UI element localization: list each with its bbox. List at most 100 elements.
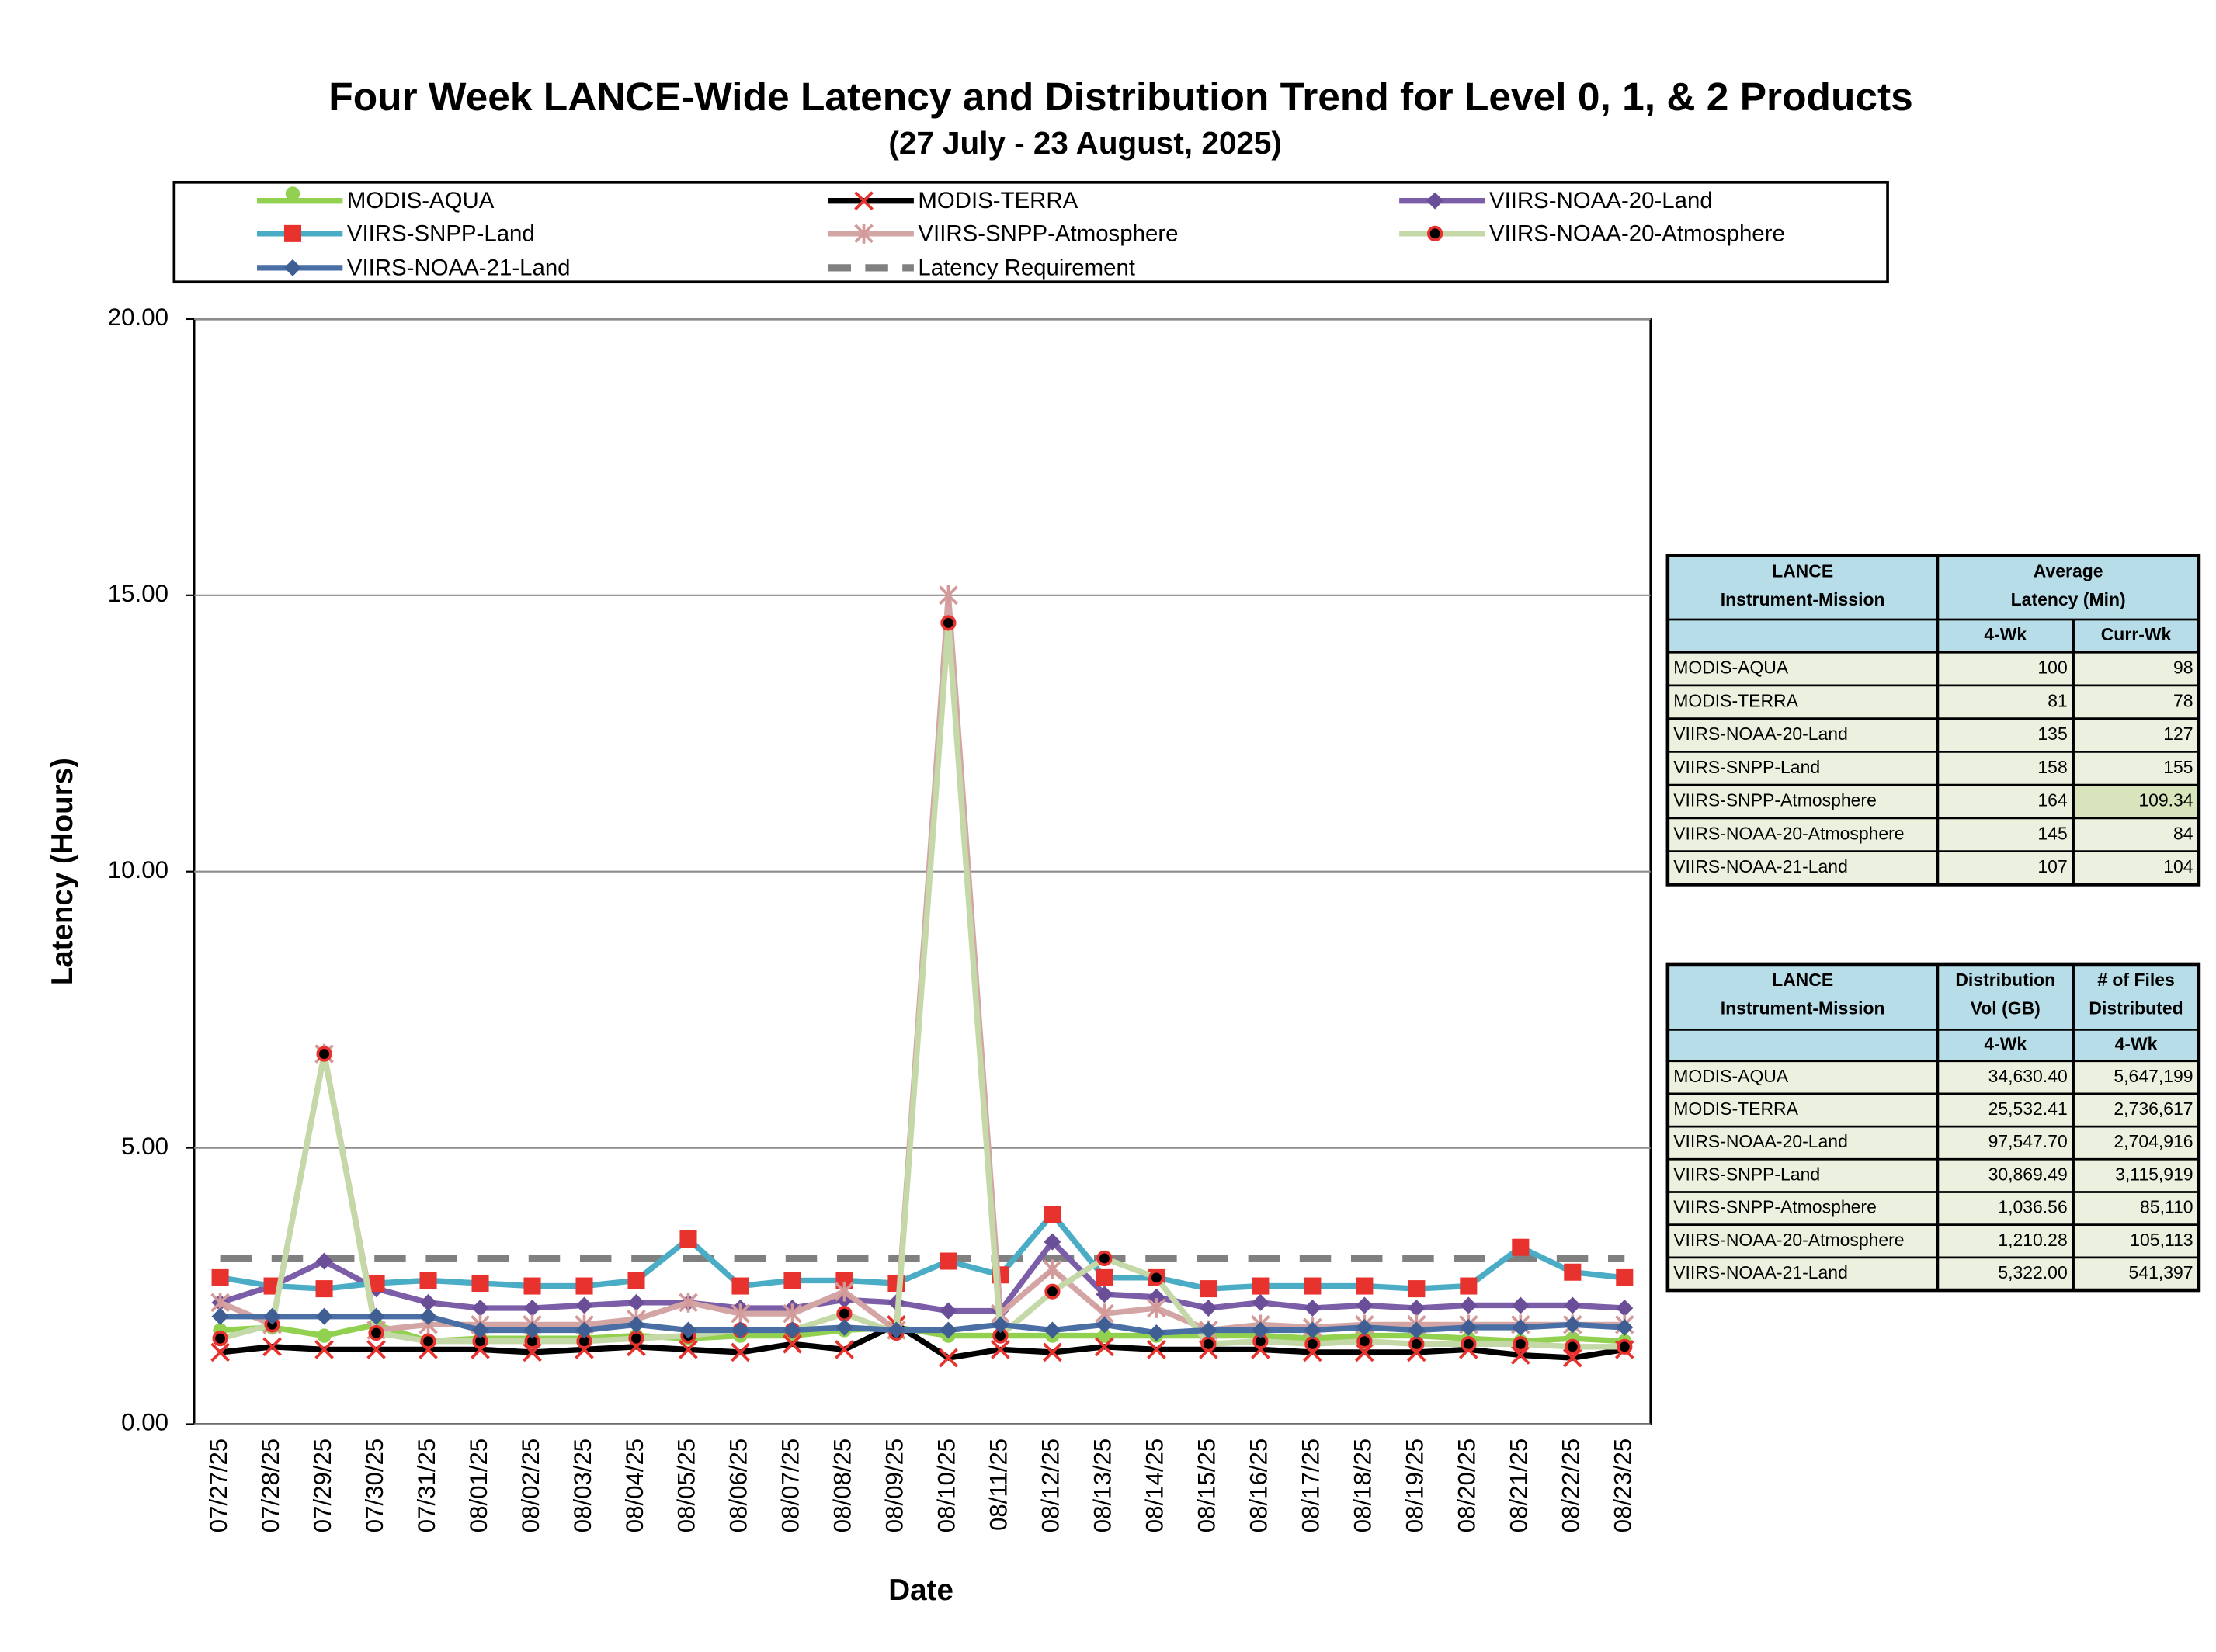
marker [283,224,302,242]
table-cell: VIIRS-NOAA-21-Land [1673,1262,1848,1282]
table-cell: VIIRS-NOAA-21-Land [1673,856,1848,876]
marker [1616,1268,1634,1286]
table-body-bg [1667,652,2199,885]
x-tick-label: 08/16/25 [1245,1439,1273,1532]
table-cell: MODIS-TERRA [1673,1098,1798,1119]
legend-item: Latency Requirement [828,255,1135,280]
marker [940,615,957,631]
legend-item: VIIRS-NOAA-20-Land [1399,188,1713,213]
marker [316,1046,332,1062]
table-cell: 541,397 [2129,1262,2193,1282]
series-line [220,1321,1625,1361]
marker [854,224,874,244]
marker [1617,1338,1633,1355]
marker [1096,1268,1113,1286]
marker [575,1296,593,1314]
marker [939,1348,958,1368]
marker [835,1318,853,1336]
x-axis-title: Date [888,1574,953,1607]
table-cell: 104 [2163,856,2193,876]
marker [1426,225,1443,241]
table-cell: 34,630.40 [1988,1066,2068,1086]
table-border [1665,554,2201,887]
table-cell: 5,647,199 [2114,1066,2193,1086]
x-tick-label: 08/05/25 [673,1439,700,1532]
table-header: Instrument-Mission [1721,998,1885,1019]
x-tick-label: 08/23/25 [1610,1439,1637,1532]
marker [420,1333,436,1349]
y-axis-title: Latency (Hours) [46,758,79,985]
marker [1147,1340,1166,1359]
marker [627,1272,645,1289]
marker [1356,1277,1374,1295]
x-tick-label: 08/12/25 [1037,1439,1065,1532]
table-body-bg [1667,1060,2199,1291]
table-cell: 3,115,919 [2115,1164,2193,1184]
table-header: # of Files [2097,970,2175,990]
marker [1043,1259,1062,1280]
table-header: Average [2034,561,2103,581]
marker [1564,1296,1582,1314]
x-tick-label: 07/30/25 [361,1439,388,1532]
marker [1148,1269,1165,1286]
legend-label: VIIRS-SNPP-Atmosphere [918,220,1178,246]
table-cell: 30,869.49 [1988,1164,2068,1184]
legend-box [172,180,1889,284]
table-cell: VIIRS-SNPP-Atmosphere [1673,1197,1877,1217]
marker [1616,1318,1634,1336]
marker [1095,1337,1114,1357]
x-tick-label: 08/19/25 [1401,1439,1429,1532]
marker [679,1230,697,1248]
marker [1512,1318,1530,1336]
table-header: LANCE [1772,970,1833,990]
marker [854,191,874,210]
marker [1460,1296,1478,1314]
marker [1044,1283,1061,1300]
marker [367,1274,385,1292]
legend-label: VIIRS-NOAA-20-Atmosphere [1489,220,1785,246]
table-header: Latency (Min) [2011,589,2126,609]
x-tick-label: 08/08/25 [829,1439,856,1532]
chart-subtitle: (27 July - 23 August, 2025) [888,125,1281,161]
marker [285,186,300,201]
table-header: Vol (GB) [1971,998,2041,1019]
x-tick-label: 08/14/25 [1141,1439,1169,1532]
marker [315,1307,333,1325]
table-border [1665,962,2201,1293]
marker [836,1306,853,1322]
table-cell: 107 [2037,856,2067,876]
table-cell: 158 [2037,757,2067,777]
x-tick-label: 07/31/25 [413,1439,440,1532]
table-header-bg [1667,555,2199,653]
x-tick-label: 07/27/25 [205,1439,232,1532]
table-cell: MODIS-AQUA [1673,658,1789,678]
legend-item: VIIRS-SNPP-Atmosphere [828,220,1178,246]
table-cell: MODIS-TERRA [1673,690,1798,710]
marker [1512,1238,1530,1256]
table-header: LANCE [1772,561,1833,581]
marker [940,1252,957,1270]
marker [419,1272,437,1289]
marker [317,1328,332,1343]
marker [679,1293,698,1313]
legend-label: VIIRS-NOAA-21-Land [347,255,571,281]
y-tick-label: 0.00 [121,1409,168,1436]
marker [1564,1263,1582,1281]
legend-item: VIIRS-SNPP-Land [257,220,535,246]
legend-label: MODIS-TERRA [918,188,1078,213]
series-line [220,1211,1625,1292]
marker [1461,1336,1477,1352]
table-header: Distribution [1955,970,2055,990]
x-tick-label: 08/03/25 [569,1439,596,1532]
x-tick-label: 08/04/25 [621,1439,648,1532]
table-cell: 105,113 [2130,1230,2193,1250]
x-tick-label: 08/17/25 [1297,1439,1325,1532]
y-tick-label: 20.00 [108,304,168,331]
table-cell: VIIRS-SNPP-Land [1673,1164,1820,1184]
marker [212,1331,228,1347]
x-tick-label: 08/06/25 [725,1439,752,1532]
marker [366,1340,386,1359]
legend-item: MODIS-TERRA [828,188,1078,213]
marker [471,1274,489,1292]
marker [783,1334,802,1354]
